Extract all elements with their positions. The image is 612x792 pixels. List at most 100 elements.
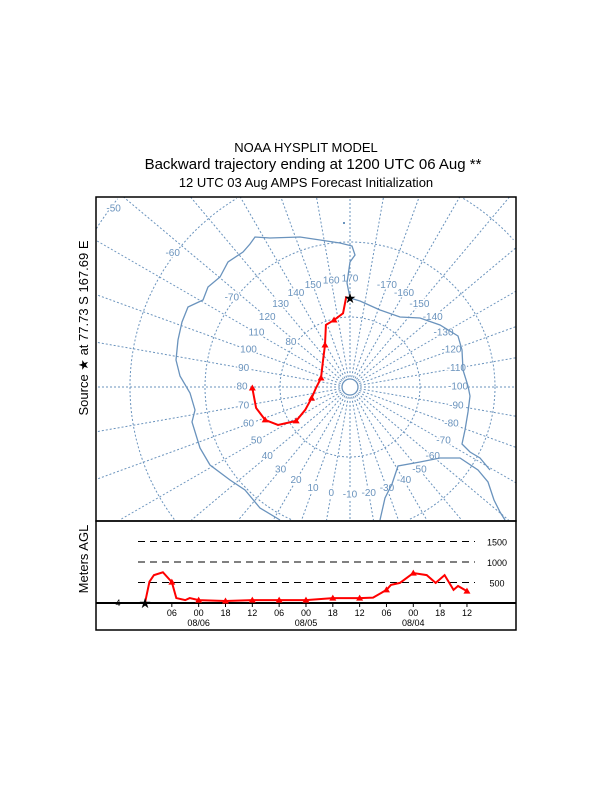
meridian-line: [326, 396, 349, 521]
meridian-line: [357, 247, 517, 381]
meridian-line: [352, 196, 420, 378]
longitude-label: -120: [441, 345, 461, 356]
x-tick-label: 00: [301, 608, 311, 618]
meridian-line: [301, 396, 348, 521]
meridian-line: [359, 388, 517, 417]
date-label: 08/06: [187, 618, 210, 628]
x-tick-label: 00: [408, 608, 418, 618]
meridian-line: [239, 196, 346, 379]
height-marker: [168, 578, 176, 585]
meridian-line: [359, 357, 517, 386]
longitude-label: 50: [251, 436, 263, 447]
trajectory-marker: [330, 316, 338, 323]
longitude-label: 150: [305, 280, 322, 291]
meridian-line: [95, 239, 342, 383]
height-marker: [463, 587, 471, 594]
height-line: [144, 571, 468, 604]
meridian-line: [191, 393, 343, 521]
longitude-label: 110: [248, 328, 264, 339]
date-label: 08/05: [295, 618, 318, 628]
height-profile-panel: 4 500 1000 1500 06 00 18 12 06 00 18 12 06 00 18 12 08/…: [95, 520, 517, 631]
meridian-line: [352, 396, 399, 521]
y-tick-label: 1500: [487, 538, 507, 548]
meridian-line: [95, 389, 341, 480]
longitude-label: 130: [272, 299, 289, 310]
profile-source-star-icon: ★: [139, 595, 152, 611]
longitude-label: 90: [238, 363, 250, 374]
meridian-line: [238, 394, 344, 521]
height-marker: [356, 594, 364, 601]
longitude-label: 10: [307, 483, 319, 494]
x-tick-label: 12: [247, 608, 257, 618]
initialization-subtitle: 12 UTC 03 Aug AMPS Forecast Initializati…: [179, 175, 433, 190]
longitude-label: 0: [328, 488, 334, 499]
meridian-line: [354, 395, 428, 521]
longitude-label: 120: [259, 312, 276, 323]
source-star-icon: ★: [344, 290, 357, 306]
longitude-label: -100: [448, 382, 468, 393]
meridian-line: [316, 196, 349, 378]
meridian-line: [95, 341, 341, 386]
height-marker: [382, 586, 390, 593]
x-tick-label: 06: [381, 608, 391, 618]
longitude-label: 40: [262, 451, 274, 462]
meridian-line: [95, 294, 341, 385]
meridian-line: [354, 196, 461, 379]
y-axis-label: Meters AGL: [76, 525, 91, 594]
profile-plot: 500 1000 1500 06 00 18 12 06 00 18 12 06 00 18 12 08/06…: [138, 538, 507, 628]
latitude-circle: [129, 197, 237, 520]
date-label: 08/04: [402, 618, 425, 628]
trajectory-title: Backward trajectory ending at 1200 UTC 0…: [145, 156, 482, 173]
x-tick-label: 18: [328, 608, 338, 618]
map-panel: 1701601501401301201101009080706050403020…: [95, 196, 517, 521]
meridian-line: [280, 196, 348, 378]
meridian-line: [95, 388, 341, 433]
latitude-circle: [463, 197, 514, 241]
start-height-label: 4: [115, 598, 120, 608]
longitude-label: -40: [397, 475, 412, 486]
x-tick-label: 12: [355, 608, 365, 618]
map-frame: [95, 196, 517, 522]
meridian-line: [351, 196, 384, 378]
coastline-antarctica: [175, 236, 506, 521]
longitude-label: -140: [423, 312, 443, 323]
latitude-label: -60: [165, 248, 180, 259]
trajectory-map: [248, 296, 348, 427]
x-tick-label: 06: [167, 608, 177, 618]
height-marker: [302, 596, 310, 603]
trajectory-marker: [321, 341, 329, 348]
x-tick-label: 00: [194, 608, 204, 618]
trajectory-marker: [261, 416, 269, 423]
height-marker: [248, 596, 256, 603]
graticule: 1701601501401301201101009080706050403020…: [95, 196, 517, 521]
y-tick-label: 1000: [487, 558, 507, 568]
height-marker: [195, 596, 203, 603]
island-dot: [343, 222, 345, 224]
pole-circle: [341, 378, 359, 396]
latitude-label: -50: [106, 204, 121, 215]
longitude-label: -150: [409, 299, 429, 310]
height-marker: [409, 569, 417, 576]
longitude-label: -80: [444, 419, 459, 430]
longitude-label: 140: [288, 288, 305, 299]
trajectory-marker: [308, 394, 316, 401]
meridian-line: [357, 393, 509, 521]
meridian-line: [119, 391, 342, 521]
latitude-circle: [279, 316, 421, 458]
trajectory-marker: [292, 417, 300, 424]
longitude-label: -10: [343, 490, 358, 501]
latitude-label: 80: [285, 337, 297, 348]
meridian-line: [123, 196, 343, 381]
meridian-line: [351, 396, 374, 521]
source-location-label: Source ★ at 77.73 S 167.69 E: [76, 240, 91, 415]
x-tick-label: 18: [220, 608, 230, 618]
height-marker: [329, 594, 337, 601]
longitude-label: 70: [238, 400, 250, 411]
longitude-label: -90: [449, 400, 464, 411]
longitude-label: -70: [436, 436, 451, 447]
trajectory-marker: [317, 374, 325, 381]
x-tick-label: 06: [274, 608, 284, 618]
profile-frame: [95, 520, 517, 631]
longitude-label: 20: [290, 475, 302, 486]
